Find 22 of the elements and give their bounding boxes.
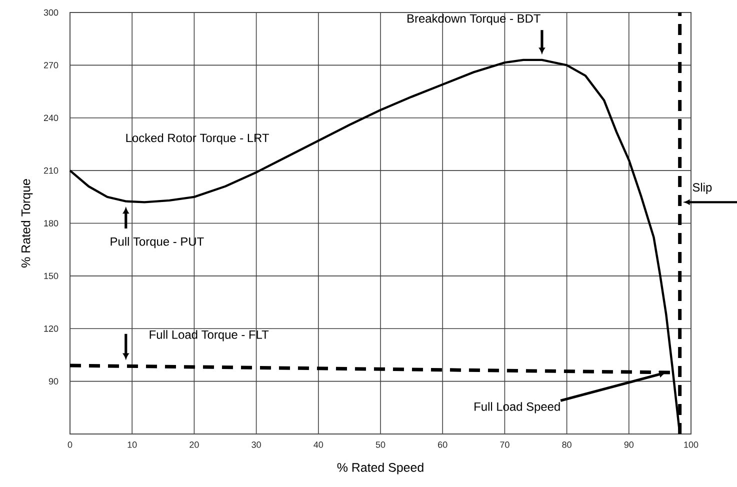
x-tick-label: 0 bbox=[68, 442, 72, 448]
y-tick-label: 90 bbox=[48, 378, 58, 384]
y-tick-label: 300 bbox=[44, 9, 58, 16]
y-axis-title: % Rated Torque bbox=[21, 179, 33, 268]
x-tick-label: 100 bbox=[684, 442, 698, 448]
y-tick-label: 120 bbox=[44, 325, 58, 332]
ref-line-label: Slip bbox=[692, 182, 712, 194]
x-tick-label: 60 bbox=[438, 442, 448, 448]
x-tick-label: 70 bbox=[500, 442, 510, 448]
x-tick-label: 10 bbox=[128, 442, 137, 448]
x-tick-label: 90 bbox=[624, 442, 634, 448]
x-tick-label: 20 bbox=[190, 442, 199, 448]
y-tick-label: 180 bbox=[44, 220, 58, 226]
y-tick-label: 240 bbox=[44, 114, 58, 122]
x-tick-label: 30 bbox=[252, 442, 261, 448]
y-tick-label: 150 bbox=[44, 272, 58, 280]
y-tick-label: 270 bbox=[44, 62, 58, 68]
y-tick-label: 210 bbox=[44, 167, 58, 174]
x-tick-label: 80 bbox=[562, 442, 572, 448]
x-tick-label: 50 bbox=[376, 442, 386, 448]
x-tick-label: 40 bbox=[314, 442, 324, 448]
x-axis-title: % Rated Speed bbox=[337, 462, 424, 474]
